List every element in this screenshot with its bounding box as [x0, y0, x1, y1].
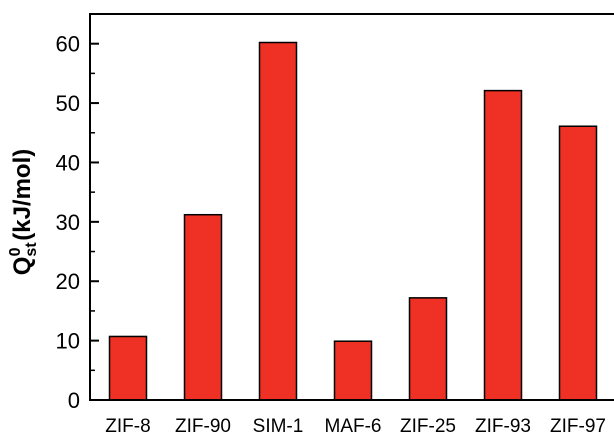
- bar-zif-25: [408, 297, 448, 401]
- y-tick-label-20: 20: [56, 269, 80, 294]
- bar-zif-93: [483, 89, 523, 401]
- plot-frame: [89, 13, 614, 401]
- x-tick-label-zif-8: ZIF-8: [105, 416, 150, 437]
- y-axis-title-sup: 0: [7, 247, 24, 256]
- y-axis-title: Qst0 (kJ/mol): [7, 149, 40, 276]
- y-tick-label-40: 40: [56, 150, 80, 175]
- x-tick-label-zif-93: ZIF-93: [475, 416, 531, 437]
- y-tick-label-50: 50: [56, 91, 80, 116]
- bar-maf-6: [333, 340, 373, 401]
- x-tick-label-zif-97: ZIF-97: [550, 416, 606, 437]
- x-tick-label-maf-6: MAF-6: [325, 416, 382, 437]
- y-tick-label-10: 10: [56, 329, 80, 354]
- bar-zif-97: [558, 125, 598, 401]
- y-axis-title-sub: st: [23, 242, 40, 257]
- x-tick-label-zif-25: ZIF-25: [400, 416, 456, 437]
- bars: [108, 41, 598, 401]
- bar-zif-90: [183, 213, 223, 401]
- y-axis-title-q: Q: [9, 257, 36, 276]
- x-tick-label-sim-1: SIM-1: [253, 416, 304, 437]
- y-tick-label-0: 0: [68, 388, 80, 413]
- x-axis-labels: ZIF-8 ZIF-90 SIM-1 MAF-6 ZIF-25 ZIF-93 ZIF-97: [105, 416, 606, 437]
- y-axis-ticks: 0 10 20 30 40 50 60: [56, 32, 99, 413]
- bar-sim-1: [258, 41, 298, 401]
- y-axis-title-rest: (kJ/mol): [9, 149, 36, 248]
- y-tick-label-60: 60: [56, 32, 80, 57]
- x-tick-label-zif-90: ZIF-90: [175, 416, 231, 437]
- bar-zif-8: [108, 335, 148, 401]
- y-tick-label-30: 30: [56, 210, 80, 235]
